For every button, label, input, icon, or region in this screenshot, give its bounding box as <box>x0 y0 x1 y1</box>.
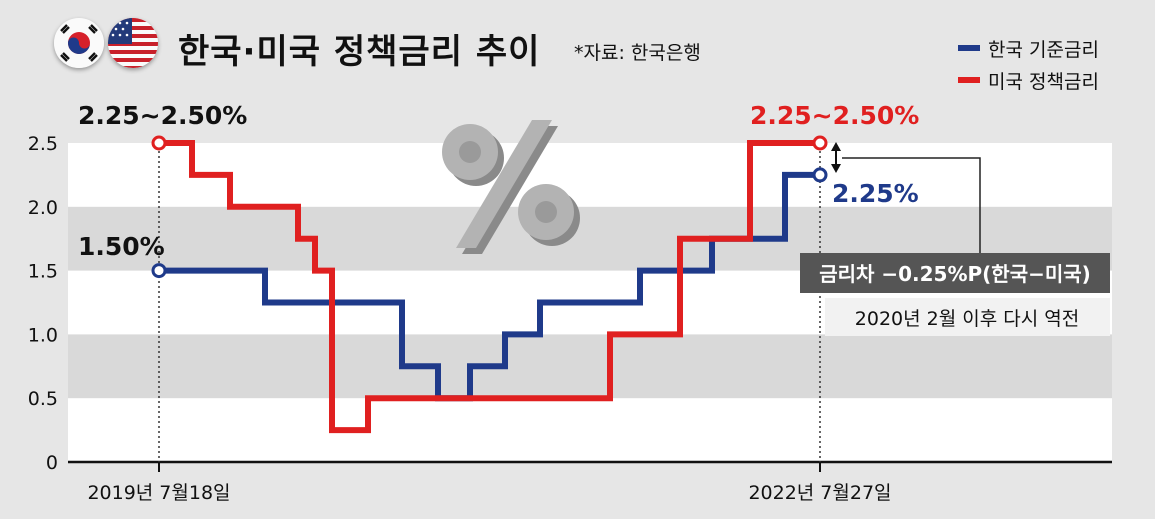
y-tick-label: 0.5 <box>28 388 58 410</box>
legend-item-usa: 미국 정책금리 <box>958 64 1099 96</box>
gap-arrow-head-down <box>831 164 841 173</box>
start-marker-usa <box>151 135 167 151</box>
grid-band <box>68 143 1112 207</box>
callout-leader-line <box>842 157 981 253</box>
annotation-us-start: 2.25~2.50% <box>78 101 247 130</box>
x-tick-label: 2019년 7월18일 <box>87 482 230 504</box>
source-note: *자료: 한국은행 <box>574 42 701 64</box>
gap-arrow-head-up <box>831 142 841 151</box>
y-tick-label: 2.0 <box>28 197 58 219</box>
gap-label-box <box>800 253 1110 293</box>
legend: 한국 기준금리 미국 정책금리 <box>958 32 1099 96</box>
y-tick-label: 0 <box>46 452 58 474</box>
annotation-us-end: 2.25~2.50% <box>750 101 919 130</box>
legend-label-usa: 미국 정책금리 <box>988 70 1099 93</box>
annotation-kr-end: 2.25% <box>832 179 919 208</box>
end-marker-korea <box>812 167 828 183</box>
gap-label: 금리차 −0.25%P(한국−미국) <box>819 262 1091 286</box>
gap-note: 2020년 2월 이후 다시 역전 <box>855 308 1079 330</box>
percent-icon <box>442 120 580 254</box>
annotation-kr-start: 1.50% <box>78 232 165 261</box>
series-line-korea <box>159 171 820 402</box>
legend-item-korea: 한국 기준금리 <box>958 32 1099 64</box>
y-tick-label: 1.0 <box>28 324 58 346</box>
series-line-usa <box>159 140 820 434</box>
y-tick-label: 1.5 <box>28 261 58 283</box>
legend-swatch-korea <box>958 45 980 51</box>
x-tick-label: 2022년 7월27일 <box>748 482 891 504</box>
legend-swatch-usa <box>958 77 980 83</box>
end-marker-usa <box>812 135 828 151</box>
korea-flag-icon <box>54 18 104 68</box>
start-marker-korea <box>151 263 167 279</box>
chart-title: 한국·미국 정책금리 추이 <box>178 32 541 72</box>
gap-note-box <box>825 298 1110 336</box>
grid-band <box>68 398 1112 462</box>
legend-label-korea: 한국 기준금리 <box>988 38 1099 61</box>
y-tick-label: 2.5 <box>28 133 58 155</box>
